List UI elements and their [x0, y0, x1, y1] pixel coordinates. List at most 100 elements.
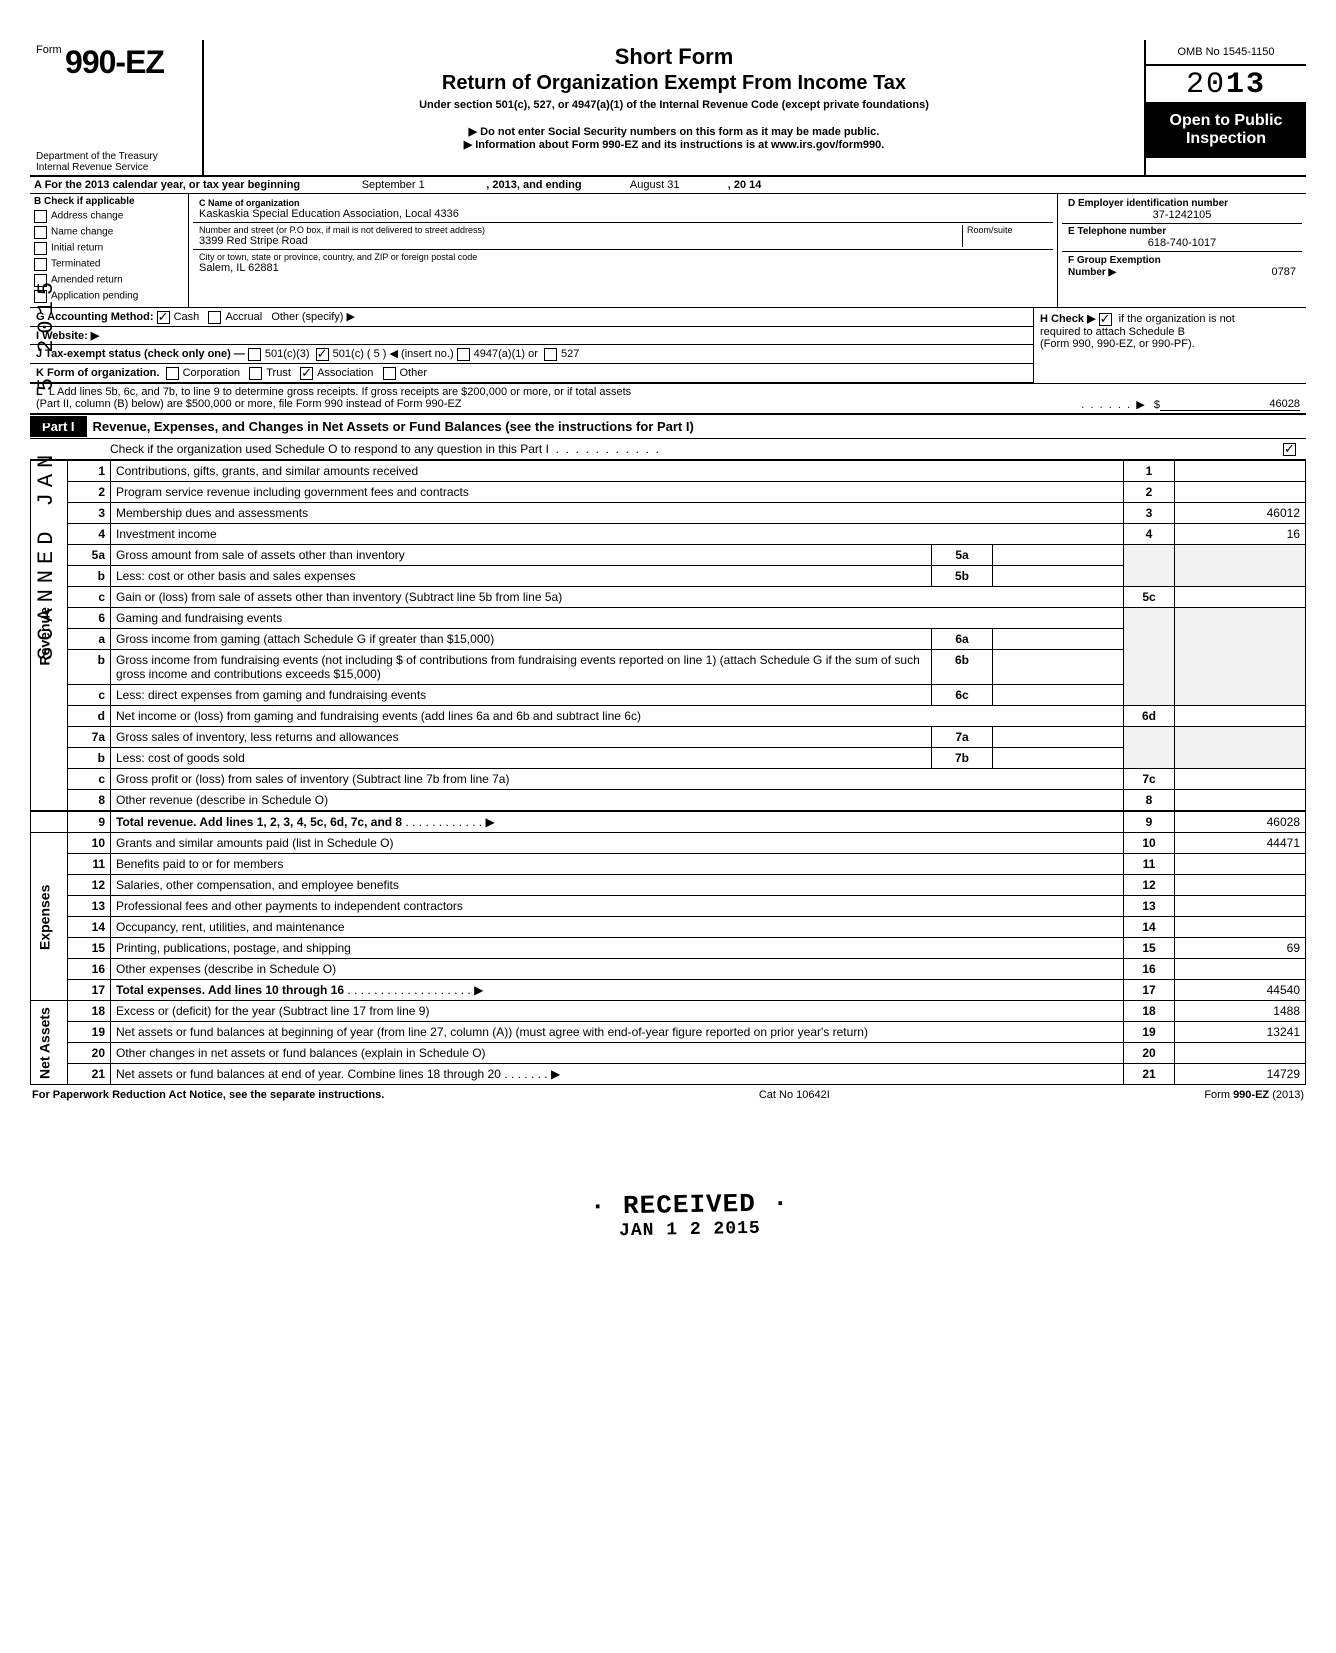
checkbox-amended[interactable]	[34, 274, 47, 287]
right-header: OMB No 1545-1150 2013 Open to Public Ins…	[1146, 40, 1306, 175]
amt-21: 14729	[1175, 1064, 1306, 1085]
amt-6d	[1175, 706, 1306, 727]
sub-5a	[993, 545, 1124, 566]
checkbox-501c3[interactable]	[248, 348, 261, 361]
checkbox-4947[interactable]	[457, 348, 470, 361]
line-j: J Tax-exempt status (check only one) — 5…	[30, 345, 1033, 364]
amt-1	[1175, 461, 1306, 482]
sub-6c	[993, 685, 1124, 706]
checkbox-address-change[interactable]	[34, 210, 47, 223]
label-room: Room/suite	[967, 225, 1047, 235]
amt-11	[1175, 854, 1306, 875]
footer-right: Form 990-EZ (2013)	[1204, 1089, 1304, 1101]
footer-left: For Paperwork Reduction Act Notice, see …	[32, 1089, 384, 1101]
main-title: Return of Organization Exempt From Incom…	[212, 72, 1136, 95]
checkbox-initial-return[interactable]	[34, 242, 47, 255]
block-b-header: B Check if applicable	[34, 196, 184, 207]
checkbox-trust[interactable]	[249, 367, 262, 380]
amt-5c	[1175, 587, 1306, 608]
sub-5b	[993, 566, 1124, 587]
dept-irs: Internal Revenue Service	[36, 162, 196, 173]
amt-15: 69	[1175, 938, 1306, 959]
amt-12	[1175, 875, 1306, 896]
checkbox-app-pending[interactable]	[34, 290, 47, 303]
amt-17: 44540	[1175, 980, 1306, 1001]
sidelabel-netassets: Net Assets	[31, 1001, 68, 1085]
omb-number: OMB No 1545-1150	[1146, 40, 1306, 66]
form-990ez: SCANNED JAN 1 5 2015 Form 990-EZ Departm…	[30, 40, 1306, 1105]
form-id-block: Form 990-EZ Department of the Treasury I…	[30, 40, 204, 175]
line-a: A For the 2013 calendar year, or tax yea…	[30, 177, 1306, 194]
received-stamp: · RECEIVED · JAN 1 2 2015	[590, 1188, 790, 1241]
checkbox-name-change[interactable]	[34, 226, 47, 239]
part1-header: Part I Revenue, Expenses, and Changes in…	[30, 415, 1306, 439]
amt-9: 46028	[1175, 811, 1306, 833]
group-number: 0787	[1272, 266, 1296, 278]
line-l: L L Add lines 5b, 6c, and 7b, to line 9 …	[30, 384, 1306, 415]
line-a-mid: , 2013, and ending	[486, 179, 581, 191]
label-group-exempt: F Group Exemption	[1068, 255, 1161, 266]
part1-check-line: Check if the organization used Schedule …	[30, 439, 1306, 460]
tax-year: 2013	[1146, 66, 1306, 102]
part1-table: Revenue 1 Contributions, gifts, grants, …	[30, 460, 1306, 1085]
sidelabel-expenses: Expenses	[31, 833, 68, 1001]
line-i: I Website: ▶	[30, 327, 1033, 345]
sidelabel-revenue: Revenue	[31, 461, 68, 812]
checkbox-527[interactable]	[544, 348, 557, 361]
label-ein: D Employer identification number	[1068, 198, 1296, 209]
line-a-endyear: , 20 14	[728, 179, 762, 191]
block-h: H Check ▶ if the organization is not req…	[1033, 308, 1306, 383]
checkbox-other-org[interactable]	[383, 367, 396, 380]
fy-end: August 31	[585, 179, 725, 191]
checkbox-h[interactable]	[1099, 313, 1112, 326]
ein: 37-1242105	[1068, 209, 1296, 221]
checkbox-cash[interactable]	[157, 311, 170, 324]
amt-18: 1488	[1175, 1001, 1306, 1022]
line-a-prefix: A For the 2013 calendar year, or tax yea…	[34, 179, 300, 191]
checkbox-assoc[interactable]	[300, 367, 313, 380]
form-word: Form	[36, 44, 62, 56]
amt-3: 46012	[1175, 503, 1306, 524]
label-org-name: C Name of organization	[199, 198, 1047, 208]
amt-16	[1175, 959, 1306, 980]
dept-treasury: Department of the Treasury	[36, 151, 196, 162]
open-to-public: Open to Public Inspection	[1146, 102, 1306, 158]
amt-20	[1175, 1043, 1306, 1064]
page-footer: For Paperwork Reduction Act Notice, see …	[30, 1085, 1306, 1105]
sub-6b	[993, 650, 1124, 685]
amt-10: 44471	[1175, 833, 1306, 854]
fy-begin: September 1	[303, 179, 483, 191]
ghijkl-block: G Accounting Method: Cash Accrual Other …	[30, 308, 1306, 384]
amt-8	[1175, 790, 1306, 812]
subtitle: Under section 501(c), 527, or 4947(a)(1)…	[212, 99, 1136, 111]
form-number: 990-EZ	[65, 44, 164, 80]
form-header: Form 990-EZ Department of the Treasury I…	[30, 40, 1306, 177]
label-street: Number and street (or P.O box, if mail i…	[199, 225, 962, 235]
city: Salem, IL 62881	[199, 262, 1047, 274]
l-amount: 46028	[1160, 398, 1300, 411]
amt-14	[1175, 917, 1306, 938]
street: 3399 Red Stripe Road	[199, 235, 962, 247]
line-k: K Form of organization. Corporation Trus…	[30, 364, 1033, 383]
amt-19: 13241	[1175, 1022, 1306, 1043]
block-def: D Employer identification number 37-1242…	[1058, 194, 1306, 307]
checkbox-corp[interactable]	[166, 367, 179, 380]
amt-2	[1175, 482, 1306, 503]
entity-block: B Check if applicable Address change Nam…	[30, 194, 1306, 308]
checkbox-accrual[interactable]	[208, 311, 221, 324]
amt-13	[1175, 896, 1306, 917]
org-name: Kaskaskia Special Education Association,…	[199, 208, 1047, 220]
checkbox-501c[interactable]	[316, 348, 329, 361]
checkbox-part1-scho[interactable]	[1283, 443, 1296, 456]
sub-6a	[993, 629, 1124, 650]
checkbox-terminated[interactable]	[34, 258, 47, 271]
part1-title: Revenue, Expenses, and Changes in Net As…	[87, 415, 700, 438]
phone: 618-740-1017	[1068, 237, 1296, 249]
label-group-number: Number ▶	[1068, 267, 1116, 278]
block-c: C Name of organization Kaskaskia Special…	[189, 194, 1058, 307]
title-block: Short Form Return of Organization Exempt…	[204, 40, 1146, 175]
label-phone: E Telephone number	[1068, 226, 1296, 237]
amt-7c	[1175, 769, 1306, 790]
line-g: G Accounting Method: Cash Accrual Other …	[30, 308, 1033, 327]
sub-7b	[993, 748, 1124, 769]
